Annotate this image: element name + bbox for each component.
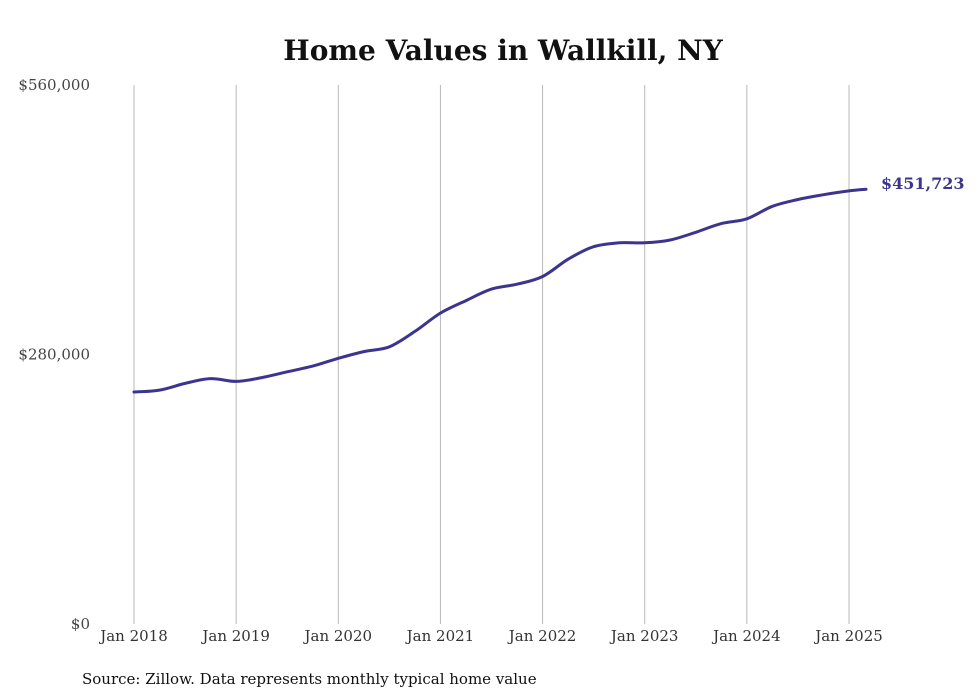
x-tick-label: Jan 2020 [303,627,373,645]
y-tick-label: $280,000 [18,346,90,364]
data-point [286,370,289,374]
data-point [566,258,570,261]
data-point [209,377,212,380]
data-point [362,350,366,353]
y-axis: $0 $280,000 $560,000 [18,76,90,633]
data-point [822,193,825,196]
data-point [720,222,723,225]
y-tick-label: $0 [71,615,90,633]
data-point [864,188,868,191]
data-point [771,205,774,208]
series-layer: $451,723 [132,174,965,394]
data-point [617,241,621,245]
data-point [337,357,340,360]
x-tick-label: Jan 2022 [507,627,577,645]
data-point [515,283,519,286]
data-point [643,241,646,245]
y-tick-label: $560,000 [18,76,90,94]
data-point [132,390,136,394]
data-point [669,238,672,242]
data-point [183,382,187,385]
data-point [541,275,544,278]
chart-title: Home Values in Wallkill, NY [283,34,724,67]
x-tick-label: Jan 2024 [711,627,781,645]
x-axis: Jan 2018 Jan 2019 Jan 2020 Jan 2021 Jan 2022… [98,627,883,645]
data-point [439,311,442,315]
data-point [388,345,391,348]
grid [133,85,850,624]
data-point [592,245,595,248]
x-tick-label: Jan 2021 [405,627,475,645]
data-point [464,299,468,302]
data-point [413,330,417,333]
data-point [745,217,749,220]
data-point [260,376,263,379]
data-point [158,388,161,392]
x-tick-label: Jan 2023 [609,627,679,645]
x-tick-label: Jan 2019 [200,627,270,645]
data-point [311,364,314,368]
data-point [234,380,238,383]
end-value-label: $451,723 [881,174,965,193]
series-line [132,187,868,394]
data-point [796,198,800,201]
x-tick-label: Jan 2025 [813,627,883,645]
data-point [847,189,851,193]
source-note: Source: Zillow. Data represents monthly … [82,670,537,688]
data-point [694,231,697,234]
x-tick-label: Jan 2018 [98,627,168,645]
data-point [490,287,493,291]
